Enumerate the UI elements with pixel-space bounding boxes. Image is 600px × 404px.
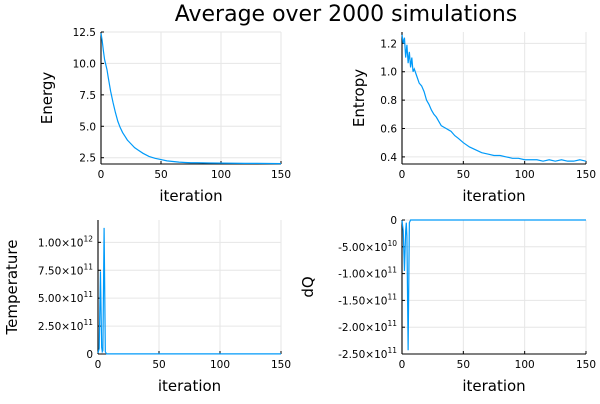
y-tick-exponent: 11 xyxy=(387,346,397,355)
x-tick-label: 50 xyxy=(457,359,470,371)
y-tick-label: 0 xyxy=(390,215,397,227)
y-tick-label: -5.00×1010 xyxy=(338,239,397,254)
y-axis-label: Temperature xyxy=(3,239,21,335)
x-axis-label: iteration xyxy=(462,377,525,395)
y-tick-mantissa: -1.50×10 xyxy=(338,295,387,307)
y-tick-mantissa: -5.00×10 xyxy=(338,242,387,254)
y-tick-label: -2.50×1011 xyxy=(338,346,397,361)
y-tick-mantissa: 7.50×10 xyxy=(38,265,84,277)
y-tick-mantissa: -2.00×10 xyxy=(338,322,387,334)
x-tick-label: 100 xyxy=(211,169,231,181)
y-tick-label: 1.0 xyxy=(380,67,397,79)
y-tick-label: 1.2 xyxy=(380,38,397,50)
y-tick-label: 0.6 xyxy=(380,124,397,136)
y-tick-label: -1.50×1011 xyxy=(338,292,397,307)
y-tick-mantissa: 5.00×10 xyxy=(38,293,84,305)
x-tick-label: 0 xyxy=(399,359,406,371)
y-tick-mantissa: 2.50×10 xyxy=(38,321,84,333)
y-tick-label: 12.5 xyxy=(73,27,96,39)
x-tick-label: 50 xyxy=(152,359,165,371)
y-tick-label: -2.00×1011 xyxy=(338,319,397,334)
panel-entropy: 0 50 100 150 0.4 0.6 0.8 1.0 1.2 iteration Entropy xyxy=(350,32,596,205)
panel-dq: 0 50 100 1500-5.00×1010-1.00×1011-1.50×1011… xyxy=(299,215,596,395)
y-tick-label: 0 xyxy=(86,349,93,361)
y-tick-mantissa: 1.00×10 xyxy=(38,237,84,249)
y-tick-label: 5.0 xyxy=(79,121,96,133)
y-tick-label: 7.5 xyxy=(79,90,96,102)
x-tick-label: 150 xyxy=(271,169,291,181)
y-axis-label: dQ xyxy=(299,276,317,297)
y-tick-label: 5.00×1011 xyxy=(38,290,93,305)
x-tick-label: 100 xyxy=(515,359,535,371)
x-tick-label: 50 xyxy=(457,169,470,181)
x-axis-label: iteration xyxy=(159,187,222,205)
x-tick-label: 150 xyxy=(576,169,596,181)
x-tick-label: 100 xyxy=(515,169,535,181)
x-tick-label: 150 xyxy=(576,359,596,371)
y-tick-label: 1.00×1012 xyxy=(38,234,93,249)
y-axis-label: Entropy xyxy=(350,69,368,127)
y-tick-exponent: 11 xyxy=(83,290,93,299)
panel-energy: 0 50 100 150 2.5 5.0 7.5 10.0 12.5 iteration Energ… xyxy=(38,27,291,205)
y-tick-mantissa: 0 xyxy=(390,215,397,227)
y-tick-label: -1.00×1011 xyxy=(338,266,397,281)
y-tick-mantissa: -2.50×10 xyxy=(338,349,387,361)
x-tick-label: 0 xyxy=(399,169,406,181)
x-axis-label: iteration xyxy=(462,187,525,205)
y-tick-exponent: 11 xyxy=(387,292,397,301)
temperature-series-line xyxy=(97,227,281,355)
y-tick-label: 10.0 xyxy=(73,58,96,70)
y-tick-mantissa: 0 xyxy=(86,349,93,361)
panel-temperature: 0 50 100 15002.50×10115.00×10117.50×10111.0… xyxy=(3,220,291,395)
energy-series-line xyxy=(100,33,282,165)
entropy-series-line xyxy=(401,34,587,162)
y-tick-label: 7.50×1011 xyxy=(38,262,93,277)
x-tick-label: 0 xyxy=(95,359,102,371)
figure-title: Average over 2000 simulations xyxy=(175,2,518,27)
y-tick-exponent: 11 xyxy=(387,319,397,328)
x-tick-label: 0 xyxy=(98,169,105,181)
x-axis-label: iteration xyxy=(158,377,221,395)
y-tick-exponent: 11 xyxy=(83,318,93,327)
y-tick-exponent: 11 xyxy=(83,262,93,271)
y-tick-label: 2.5 xyxy=(79,153,96,165)
y-tick-exponent: 11 xyxy=(387,266,397,275)
y-tick-exponent: 12 xyxy=(83,234,93,243)
x-tick-label: 150 xyxy=(271,359,291,371)
x-tick-label: 50 xyxy=(154,169,167,181)
y-tick-mantissa: -1.00×10 xyxy=(338,269,387,281)
y-tick-label: 2.50×1011 xyxy=(38,318,93,333)
y-tick-exponent: 10 xyxy=(387,239,397,248)
y-tick-label: 0.8 xyxy=(380,95,397,107)
y-tick-label: 0.4 xyxy=(380,152,397,164)
x-tick-label: 100 xyxy=(210,359,230,371)
dq-series-line xyxy=(401,219,586,351)
y-axis-label: Energy xyxy=(38,72,56,125)
